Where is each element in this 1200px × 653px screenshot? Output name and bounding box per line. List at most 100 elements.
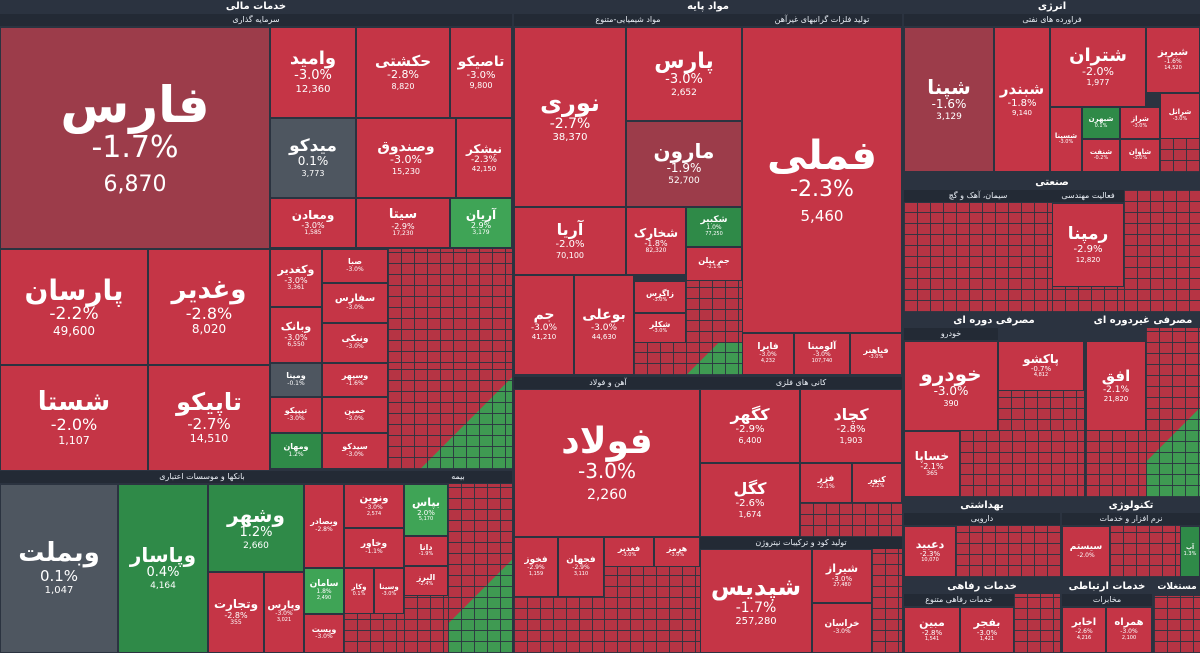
tile-vpost[interactable]: وپست -3.0% — [304, 614, 344, 653]
sector-title: خدمات مالی — [225, 1, 287, 12]
tile-foolad[interactable]: فولاد -3.0% 2,260 — [514, 389, 700, 537]
tile-kenoor[interactable]: کنور -2.2% — [852, 463, 902, 503]
tile-vmina[interactable]: ومینا -0.1% — [270, 363, 322, 397]
tile-vpars[interactable]: وپارس -3.0% 3,021 — [264, 572, 304, 653]
tile-sidko[interactable]: سیدکو -3.0% — [322, 433, 388, 469]
tile-shasina[interactable]: شسینا -3.0% — [1050, 107, 1082, 172]
tile-khodro[interactable]: خودرو -3.0% 390 — [904, 341, 998, 431]
tile-fghadir[interactable]: فغدیر -3.0% — [604, 537, 654, 567]
tile-vniki[interactable]: ونیکی -3.0% — [322, 323, 388, 363]
tile-vkhavar[interactable]: وخاور -1.1% — [344, 528, 404, 568]
tile-shbehran[interactable]: شبهرن 0.1% — [1082, 107, 1120, 139]
tile-rampna[interactable]: رمپنا -2.9% 12,820 — [1052, 203, 1124, 287]
tile-kegohar[interactable]: کگهر -2.9% 6,400 — [700, 389, 800, 463]
tile-vsina[interactable]: وسینا -3.0% — [374, 568, 404, 614]
tile-pars[interactable]: پارس -3.0% 2,652 — [626, 27, 742, 121]
tile-vsepah[interactable]: وسپهر -1.6% — [322, 363, 388, 397]
tile-shakbir[interactable]: شکبیر 1.0% 77,250 — [686, 207, 742, 247]
tile-vmaaden[interactable]: ومعادن -3.0% 1,585 — [270, 198, 356, 248]
tile-alborz[interactable]: البرز -2.4% — [404, 566, 448, 596]
tile-faira[interactable]: فایرا -3.0% 4,232 — [742, 333, 794, 375]
tile-tapiko[interactable]: تاصیکو -3.0% 9,800 — [450, 27, 512, 118]
tile-jam-pilen[interactable]: جم پیلن -2.1% — [686, 247, 742, 281]
tile-shabandar[interactable]: شبندر -1.8% 9,140 — [994, 27, 1050, 172]
tile-booali[interactable]: بوعلی -3.0% 44,630 — [574, 275, 634, 375]
tile-saman[interactable]: سامان 1.8% 2,490 — [304, 568, 344, 614]
tile-midko[interactable]: میدکو 0.1% 3,773 — [270, 118, 356, 198]
tile-vkghadir[interactable]: وکغدیر -3.0% 3,361 — [270, 249, 322, 307]
tile-vomid[interactable]: وامید -3.0% 12,360 — [270, 27, 356, 118]
tile-shatran[interactable]: شتران -2.0% 1,977 — [1050, 27, 1146, 107]
tile-arian[interactable]: آریان 2.9% 3,179 — [450, 198, 512, 248]
tile-vkar[interactable]: وکار 0.1% — [344, 568, 374, 614]
small-tiles-group — [904, 203, 1052, 312]
tile-vbemellat[interactable]: وبملت 0.1% 1,047 — [0, 484, 118, 653]
tile-vbsader[interactable]: وبصادر -2.8% — [304, 484, 344, 568]
tile-shafat[interactable]: شنفت -0.2% — [1082, 139, 1120, 172]
tile-ofogh[interactable]: افق -2.1% 21,820 — [1086, 341, 1146, 431]
sector-mostaghelat: مستغلات — [1154, 580, 1200, 653]
tile-shabriz[interactable]: شبریز -1.6% 14,520 — [1146, 27, 1200, 93]
tile-shiraz[interactable]: شیراز -3.0% 27,480 — [812, 549, 872, 603]
tile-fkhooz[interactable]: فخوز -2.9% 1,159 — [514, 537, 558, 597]
tile-fzar[interactable]: فزر -2.1% — [800, 463, 852, 503]
tile-shgol[interactable]: شرانل -3.0% — [1160, 93, 1200, 139]
tile-kgol[interactable]: کگل -2.6% 1,674 — [700, 463, 800, 537]
tile-bpas[interactable]: بپاس 2.0% 5,170 — [404, 484, 448, 536]
tile-kchad[interactable]: کچاد -2.8% 1,903 — [800, 389, 902, 463]
tile-tapiko2[interactable]: تاپیکو -2.7% 14,510 — [148, 365, 270, 471]
tile-vghadir[interactable]: وغدیر -2.8% 8,020 — [148, 249, 270, 365]
tile-sistem[interactable]: سیستم -2.0% — [1062, 526, 1110, 577]
tile-vnovin[interactable]: ونوین -3.0% 2,574 — [344, 484, 404, 528]
tile-aria[interactable]: آریا -2.0% 70,100 — [514, 207, 626, 275]
tile-shapdis[interactable]: شپدیس -1.7% 257,280 — [700, 549, 812, 653]
tile-vsandogh[interactable]: وصندوق -3.0% 15,230 — [356, 118, 456, 198]
tile-safars[interactable]: سفارس -3.0% — [322, 283, 388, 323]
tile-parsan[interactable]: پارسان -2.2% 49,600 — [0, 249, 148, 365]
tile-dabid[interactable]: دعبید -2.3% 10,070 — [904, 526, 956, 577]
tile-nishakr[interactable]: نیشکر -2.3% 42,150 — [456, 118, 512, 198]
tile-khsapa[interactable]: خساپا -2.1% 365 — [904, 431, 960, 497]
tile-fbaher[interactable]: فباهنر -3.0% — [850, 333, 902, 375]
tile-vmehan[interactable]: ومهان 1.2% — [270, 433, 322, 469]
tile-vpasar[interactable]: وپاسار 0.4% 4,164 — [118, 484, 208, 653]
sector-ertebati: خدمات ارتباطی مخابرات اخابر -2.6% 4,216 … — [1062, 580, 1152, 653]
tile-sita[interactable]: سیتا -2.9% 17,230 — [356, 198, 450, 248]
tile-sabaa[interactable]: صبا -3.0% — [322, 249, 388, 283]
tile-shavan[interactable]: شاوان -3.0% — [1120, 139, 1160, 172]
tile-fjahan[interactable]: فجهان -2.9% 3,110 — [558, 537, 604, 597]
tile-shekharak[interactable]: شخارک -1.8% 82,320 — [626, 207, 686, 275]
tile-vtejarat[interactable]: وتجارت -2.8% 355 — [208, 572, 264, 653]
tile-name: فجهان — [566, 554, 596, 565]
tile-khamin[interactable]: خمین -3.0% — [322, 397, 388, 433]
tile-shiraz2[interactable]: شراز -3.0% — [1120, 107, 1160, 139]
small-tiles-group — [1160, 139, 1200, 172]
subsector-title: دارویی — [904, 513, 1060, 525]
tile-pakhsho[interactable]: پاکشو -0.7% 4,812 — [998, 341, 1084, 391]
tile-vbank[interactable]: وبانک -3.0% 6,550 — [270, 307, 322, 363]
sector-title: خدمات ارتباطی — [1068, 581, 1146, 592]
tile-fameli[interactable]: فملی -2.3% 5,460 — [742, 27, 902, 333]
tile-hamrah[interactable]: همراه -3.0% 2,100 — [1106, 607, 1152, 653]
tile-zagros[interactable]: زاگرس -3.0% — [634, 281, 686, 313]
tile-jam[interactable]: جم -3.0% 41,210 — [514, 275, 574, 375]
tile-val: 2,574 — [366, 510, 382, 517]
tile-nori[interactable]: نوری -2.7% 38,370 — [514, 27, 626, 207]
tile-akhaber[interactable]: اخابر -2.6% 4,216 — [1062, 607, 1106, 653]
tile-shapna[interactable]: شپنا -1.6% 3,129 — [904, 27, 994, 172]
tile-vshahr[interactable]: وشهر 1.2% 2,660 — [208, 484, 304, 572]
tile-bfajr[interactable]: بفجر -3.0% 1,421 — [960, 607, 1014, 653]
tile-name: دعبید — [915, 537, 945, 551]
tile-shasta[interactable]: شستا -2.0% 1,107 — [0, 365, 148, 471]
tile-khorasan[interactable]: خراسان -3.0% — [812, 603, 872, 653]
tile-fars[interactable]: فارس -1.7% 6,870 — [0, 27, 270, 249]
tile-hekashti[interactable]: حکشتی -2.8% 8,820 — [356, 27, 450, 118]
tile-shekolia[interactable]: شکلر -3.0% — [634, 313, 686, 343]
tile-dana[interactable]: دانا -1.9% — [404, 536, 448, 566]
tile-tipiko[interactable]: تیپیکو -3.0% — [270, 397, 322, 433]
tile-hormoz[interactable]: هرمز -3.0% — [654, 537, 700, 567]
tile-ap[interactable]: آپ 1.3% — [1180, 526, 1200, 577]
tile-mabin[interactable]: مبین -2.8% 1,541 — [904, 607, 960, 653]
tile-alumina[interactable]: آلومینا -3.0% 107,740 — [794, 333, 850, 375]
tile-maroon[interactable]: مارون -1.9% 52,700 — [626, 121, 742, 207]
